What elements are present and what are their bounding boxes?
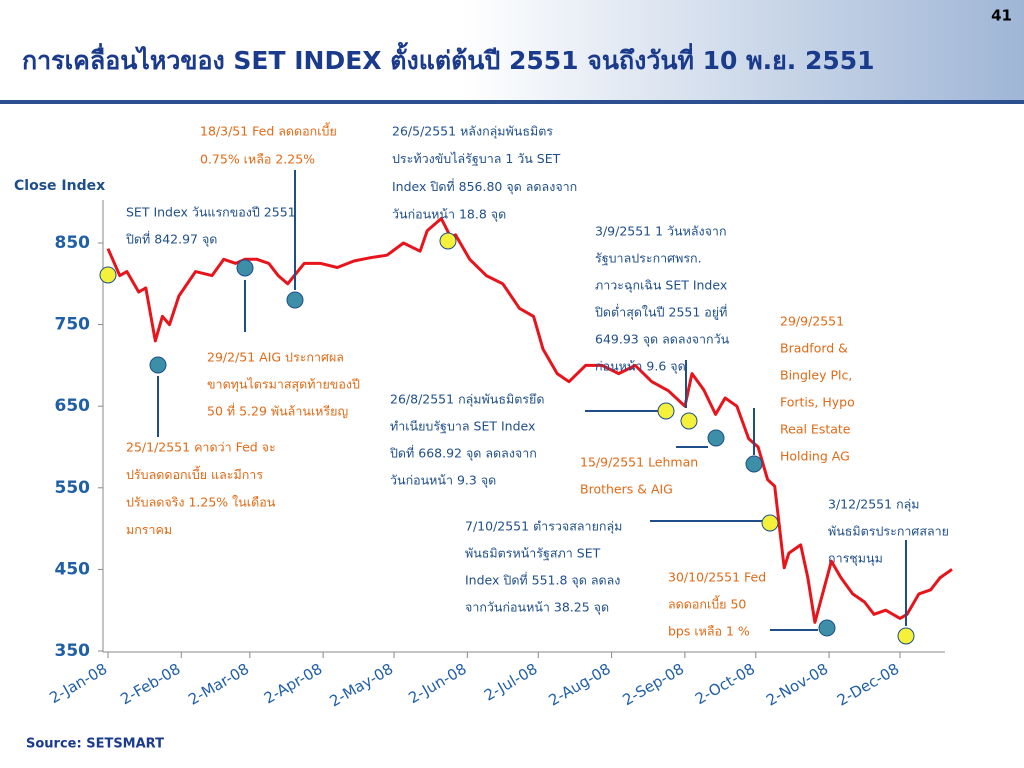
source: Source: SETSMART — [26, 737, 164, 752]
annotation-line: จากวันก่อนหน้า 38.25 จุด — [465, 600, 609, 616]
annotation-line: Index ปิดที่ 856.80 จุด ลดลงจาก — [392, 178, 577, 195]
annotation-line: ปิดต่ำสุดในปี 2551 อยู่ที่ — [595, 304, 728, 321]
annotation-line: วันก่อนหน้า 9.3 จุด — [390, 473, 496, 489]
annotation-line: พันธมิตรหน้ารัฐสภา SET — [465, 546, 601, 561]
event-marker — [680, 412, 698, 430]
annotation-line: 15/9/2551 Lehman — [580, 455, 698, 470]
x-tick-label: 2-Jun-08 — [405, 660, 469, 707]
y-tick-label: 550 — [55, 478, 91, 498]
event-marker — [286, 291, 304, 309]
annotation-line: 0.75% เหลือ 2.25% — [200, 152, 315, 167]
y-tick-label: 350 — [55, 641, 91, 661]
annotation-line: 26/5/2551 หลังกลุ่มพันธมิตร — [392, 124, 553, 140]
annotation-line: 25/1/2551 คาดว่า Fed จะ — [126, 440, 276, 455]
annotation-line: ปรับลดจริง 1.25% ในเดือน — [126, 495, 276, 510]
y-tick-label: 750 — [55, 315, 91, 335]
x-tick-label: 2-Feb-08 — [117, 660, 183, 709]
event-marker — [818, 619, 836, 637]
x-tick-label: 2-Sep-08 — [619, 660, 687, 709]
y-tick-label: 450 — [55, 559, 91, 579]
event-marker — [99, 266, 117, 284]
annotation-line: ปรับลดดอกเบี้ย และมีการ — [126, 465, 263, 482]
event-marker — [657, 402, 675, 420]
event-marker — [149, 356, 167, 374]
annotation-line: Fortis, Hypo — [780, 395, 855, 410]
annotation-line: พันธมิตรประกาศสลาย — [828, 524, 949, 539]
event-marker — [761, 514, 779, 532]
x-tick-label: 2-Oct-08 — [692, 660, 758, 708]
annotation-line: การชุมนุม — [828, 551, 883, 567]
annotation-line: SET Index วันแรกของปี 2551 — [126, 205, 296, 220]
x-tick-label: 2-Dec-08 — [834, 660, 902, 710]
x-tick-label: 2-Mar-08 — [185, 660, 252, 709]
annotation-line: 18/3/51 Fed ลดดอกเบี้ย — [200, 122, 337, 139]
y-axis-label: Close Index — [14, 178, 105, 194]
header-bg — [0, 0, 1024, 100]
annotation-line: bps เหลือ 1 % — [668, 624, 750, 639]
annotation-line: 3/12/2551 กลุ่ม — [828, 497, 920, 513]
annotation-line: มกราคม — [126, 522, 172, 537]
page-number: 41 — [991, 7, 1012, 25]
x-tick-label: 2-Apr-08 — [261, 660, 326, 708]
event-marker — [439, 232, 457, 250]
x-tick-label: 2-May-08 — [327, 660, 397, 711]
header-rule — [0, 100, 1024, 104]
annotation-line: Brothers & AIG — [580, 482, 673, 497]
annotation-line: 3/9/2551 1 วันหลังจาก — [595, 224, 727, 239]
plot: 350 450 550 650 750 850 2-Jan-08 2-Feb-08 2-Mar-… — [46, 217, 953, 711]
event-marker — [236, 259, 254, 277]
annotation-line: Index ปิดที่ 551.8 จุด ลดลง — [465, 572, 620, 589]
annotation-line: Bingley Plc, — [780, 368, 852, 383]
event-marker — [707, 429, 725, 447]
y-tick-label: 650 — [55, 396, 91, 416]
annotation-line: รัฐบาลประกาศพรก. — [595, 251, 702, 266]
x-tick-label: 2-Jan-08 — [46, 660, 110, 707]
annotation-line: ลดดอกเบี้ย 50 — [668, 595, 746, 612]
annotation-line: 29/2/51 AIG ประกาศผล — [207, 350, 344, 365]
annotation-line: ปิดที่ 668.92 จุด ลดลงจาก — [390, 445, 537, 462]
annotation-line: 29/9/2551 — [780, 314, 844, 329]
annotation-line: ภาวะฉุกเฉิน SET Index — [595, 278, 727, 294]
annotations: 18/3/51 Fed ลดดอกเบี้ย 0.75% เหลือ 2.25% 2… — [126, 122, 949, 639]
annotation-line: Bradford & — [780, 341, 848, 356]
x-tick-label: 2-Jul-08 — [481, 660, 541, 705]
annotation-line: Holding AG — [780, 449, 850, 464]
event-marker — [745, 455, 763, 473]
annotation-line: 7/10/2551 ตำรวจสลายกลุ่ม — [465, 519, 622, 535]
annotation-line: Real Estate — [780, 422, 851, 437]
annotation-line: ขาดทุนไตรมาสสุดท้ายของปี — [207, 377, 360, 393]
annotation-line: วันก่อนหน้า 18.8 จุด — [392, 207, 506, 223]
annotation-line: ก่อนหน้า 9.6 จุด — [595, 359, 686, 375]
annotation-line: ทำเนียบรัฐบาล SET Index — [390, 419, 535, 434]
annotation-line: 50 ที่ 5.29 พันล้านเหรียญ — [207, 403, 348, 419]
index-line — [106, 217, 953, 624]
x-tick-label: 2-Aug-08 — [546, 660, 614, 710]
annotation-line: 26/8/2551 กลุ่มพันธมิตรยึด — [390, 392, 544, 408]
annotation-line: 30/10/2551 Fed — [668, 570, 766, 585]
event-markers — [99, 232, 915, 645]
annotation-line: ประท้วงขับไล่รัฐบาล 1 วัน SET — [392, 151, 561, 166]
x-tick-label: 2-Nov-08 — [763, 660, 831, 710]
y-tick-label: 850 — [55, 233, 91, 253]
event-marker — [897, 627, 915, 645]
annotation-line: 649.93 จุด ลดลงจากวัน — [595, 332, 730, 348]
annotation-line: ปิดที่ 842.97 จุด — [126, 231, 218, 248]
connectors — [157, 170, 907, 631]
chart-title: การเคลื่อนไหวของ SET INDEX ตั้งแต่ต้นปี … — [22, 41, 875, 75]
